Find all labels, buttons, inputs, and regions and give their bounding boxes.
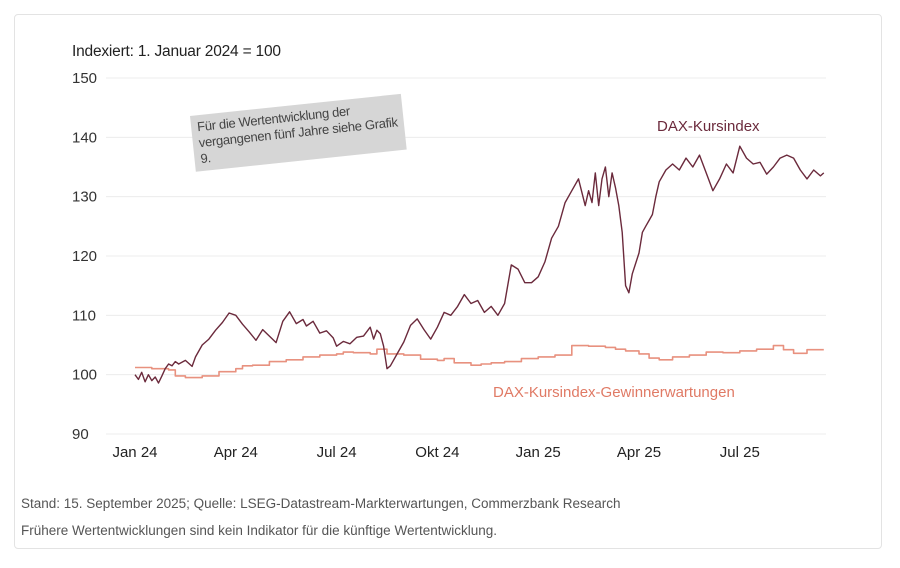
y-tick-label: 110: [72, 307, 96, 324]
x-tick-label: Jul 24: [317, 444, 357, 461]
x-tick-label: Okt 24: [415, 444, 459, 461]
disclaimer-note: Frühere Wertentwicklungen sind kein Indi…: [21, 523, 497, 538]
y-tick-label: 120: [72, 248, 97, 265]
y-tick-label: 100: [72, 367, 97, 384]
series-line-gewinnerwartungen: [135, 344, 824, 379]
y-tick-label: 90: [72, 426, 89, 443]
series-line-dax-kursindex: [134, 145, 825, 384]
y-tick-label: 140: [72, 129, 97, 146]
source-note: Stand: 15. September 2025; Quelle: LSEG-…: [21, 496, 621, 511]
series-label-gewinnerwartungen: DAX-Kursindex-Gewinnerwartungen: [493, 384, 735, 401]
x-tick-label: Apr 24: [214, 444, 258, 461]
x-tick-label: Jul 25: [720, 444, 760, 461]
series-label-dax-kursindex: DAX-Kursindex: [657, 118, 760, 135]
chart-subtitle: Indexiert: 1. Januar 2024 = 100: [72, 43, 281, 60]
y-tick-label: 130: [72, 189, 97, 206]
x-tick-label: Jan 25: [516, 444, 561, 461]
x-tick-label: Jan 24: [112, 444, 157, 461]
x-tick-label: Apr 25: [617, 444, 661, 461]
y-tick-label: 150: [72, 70, 97, 87]
chart-card: [14, 14, 882, 549]
